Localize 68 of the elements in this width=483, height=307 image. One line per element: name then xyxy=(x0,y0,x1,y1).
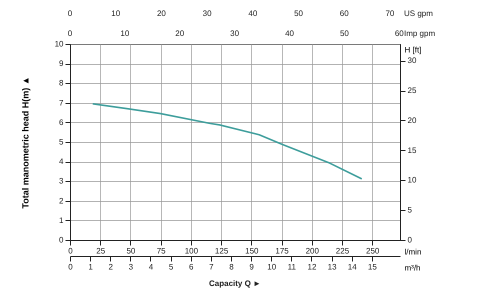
x-tick-label: 6 xyxy=(189,262,194,272)
x2-tick-label: 150 xyxy=(245,246,260,256)
x-tick-label: 9 xyxy=(249,262,254,272)
text: 40 xyxy=(248,9,258,18)
x-tick-label: 15 xyxy=(368,262,378,272)
x-tick-label: 14 xyxy=(348,262,358,272)
text: 50 xyxy=(340,29,350,38)
y2-tick-label: 5 xyxy=(408,206,412,215)
x2-tick-label: 0 xyxy=(68,246,74,256)
y-axis-title: Total manometric head H(m) ▲ xyxy=(20,76,31,209)
y-tick-label: 5 xyxy=(59,138,64,146)
y-tick-label: 7 xyxy=(59,98,64,108)
y-tick-label: 1 xyxy=(59,216,64,225)
x2-tick-label: 200 xyxy=(306,246,320,256)
text: 50 xyxy=(294,9,304,18)
y2-tick-label: 20 xyxy=(408,116,417,125)
text: Capacity Q ► xyxy=(209,279,261,288)
x-tick-label: 10 xyxy=(267,262,277,272)
y-tick-label: 8 xyxy=(59,78,64,88)
y2-tick-label: 30 xyxy=(408,56,417,66)
text: Imp gpm xyxy=(404,29,436,38)
x2-tick-label: 25 xyxy=(96,246,106,256)
x2-tick-label: 250 xyxy=(366,246,380,256)
x2-tick-label: 75 xyxy=(156,246,166,256)
x-tick-label: 3 xyxy=(128,262,134,272)
x-tick-label: 2 xyxy=(108,262,114,272)
x2-tick-label: 50 xyxy=(126,246,136,256)
x2-tick-label: 100 xyxy=(184,246,199,256)
y2-axis-title: H [ft] xyxy=(404,46,422,54)
x-tick-label: 12 xyxy=(308,262,317,272)
y2-tick-label: 0 xyxy=(408,236,412,244)
x2-axis-title: l/min xyxy=(404,248,422,256)
x-tick-label: 13 xyxy=(328,262,338,272)
x2-tick-label: 175 xyxy=(275,246,290,256)
text: 20 xyxy=(156,9,166,18)
y-tick-label: 6 xyxy=(59,118,64,127)
text: 30 xyxy=(230,29,240,38)
text: 10 xyxy=(120,29,130,38)
x-tick-label: 4 xyxy=(148,262,154,272)
text: 0 xyxy=(68,9,73,18)
x-tick-label: 1 xyxy=(88,262,94,272)
text: 60 xyxy=(394,29,404,38)
text: 70 xyxy=(385,9,395,18)
y-tick-label: 0 xyxy=(59,236,64,244)
text: 30 xyxy=(202,9,212,18)
x-tick-label: 5 xyxy=(168,262,174,272)
y-tick-label: 3 xyxy=(59,176,64,186)
x-axis-title: m³/h xyxy=(404,264,420,272)
line-series xyxy=(92,102,363,180)
y2-tick-label: 25 xyxy=(408,86,417,96)
y-tick-label: 2 xyxy=(59,196,64,206)
x-tick-label: 11 xyxy=(288,262,297,272)
text: 40 xyxy=(285,29,295,38)
text: 60 xyxy=(340,9,350,18)
y2-tick-label: 10 xyxy=(408,176,417,185)
text: 20 xyxy=(175,29,185,38)
y-tick-label: 9 xyxy=(59,59,64,68)
text: US gpm xyxy=(404,9,434,18)
text: 10 xyxy=(111,9,121,18)
y-tick-label: 4 xyxy=(59,157,64,166)
x2-tick-label: 125 xyxy=(214,246,229,256)
x-tick-label: 8 xyxy=(229,262,234,272)
x-tick-label: 7 xyxy=(209,262,214,272)
x-tick-label: 0 xyxy=(68,262,74,272)
y-tick-label: 10 xyxy=(54,40,64,48)
y2-tick-label: 15 xyxy=(408,146,417,155)
text: 0 xyxy=(68,29,73,38)
x2-tick-label: 225 xyxy=(336,246,350,256)
